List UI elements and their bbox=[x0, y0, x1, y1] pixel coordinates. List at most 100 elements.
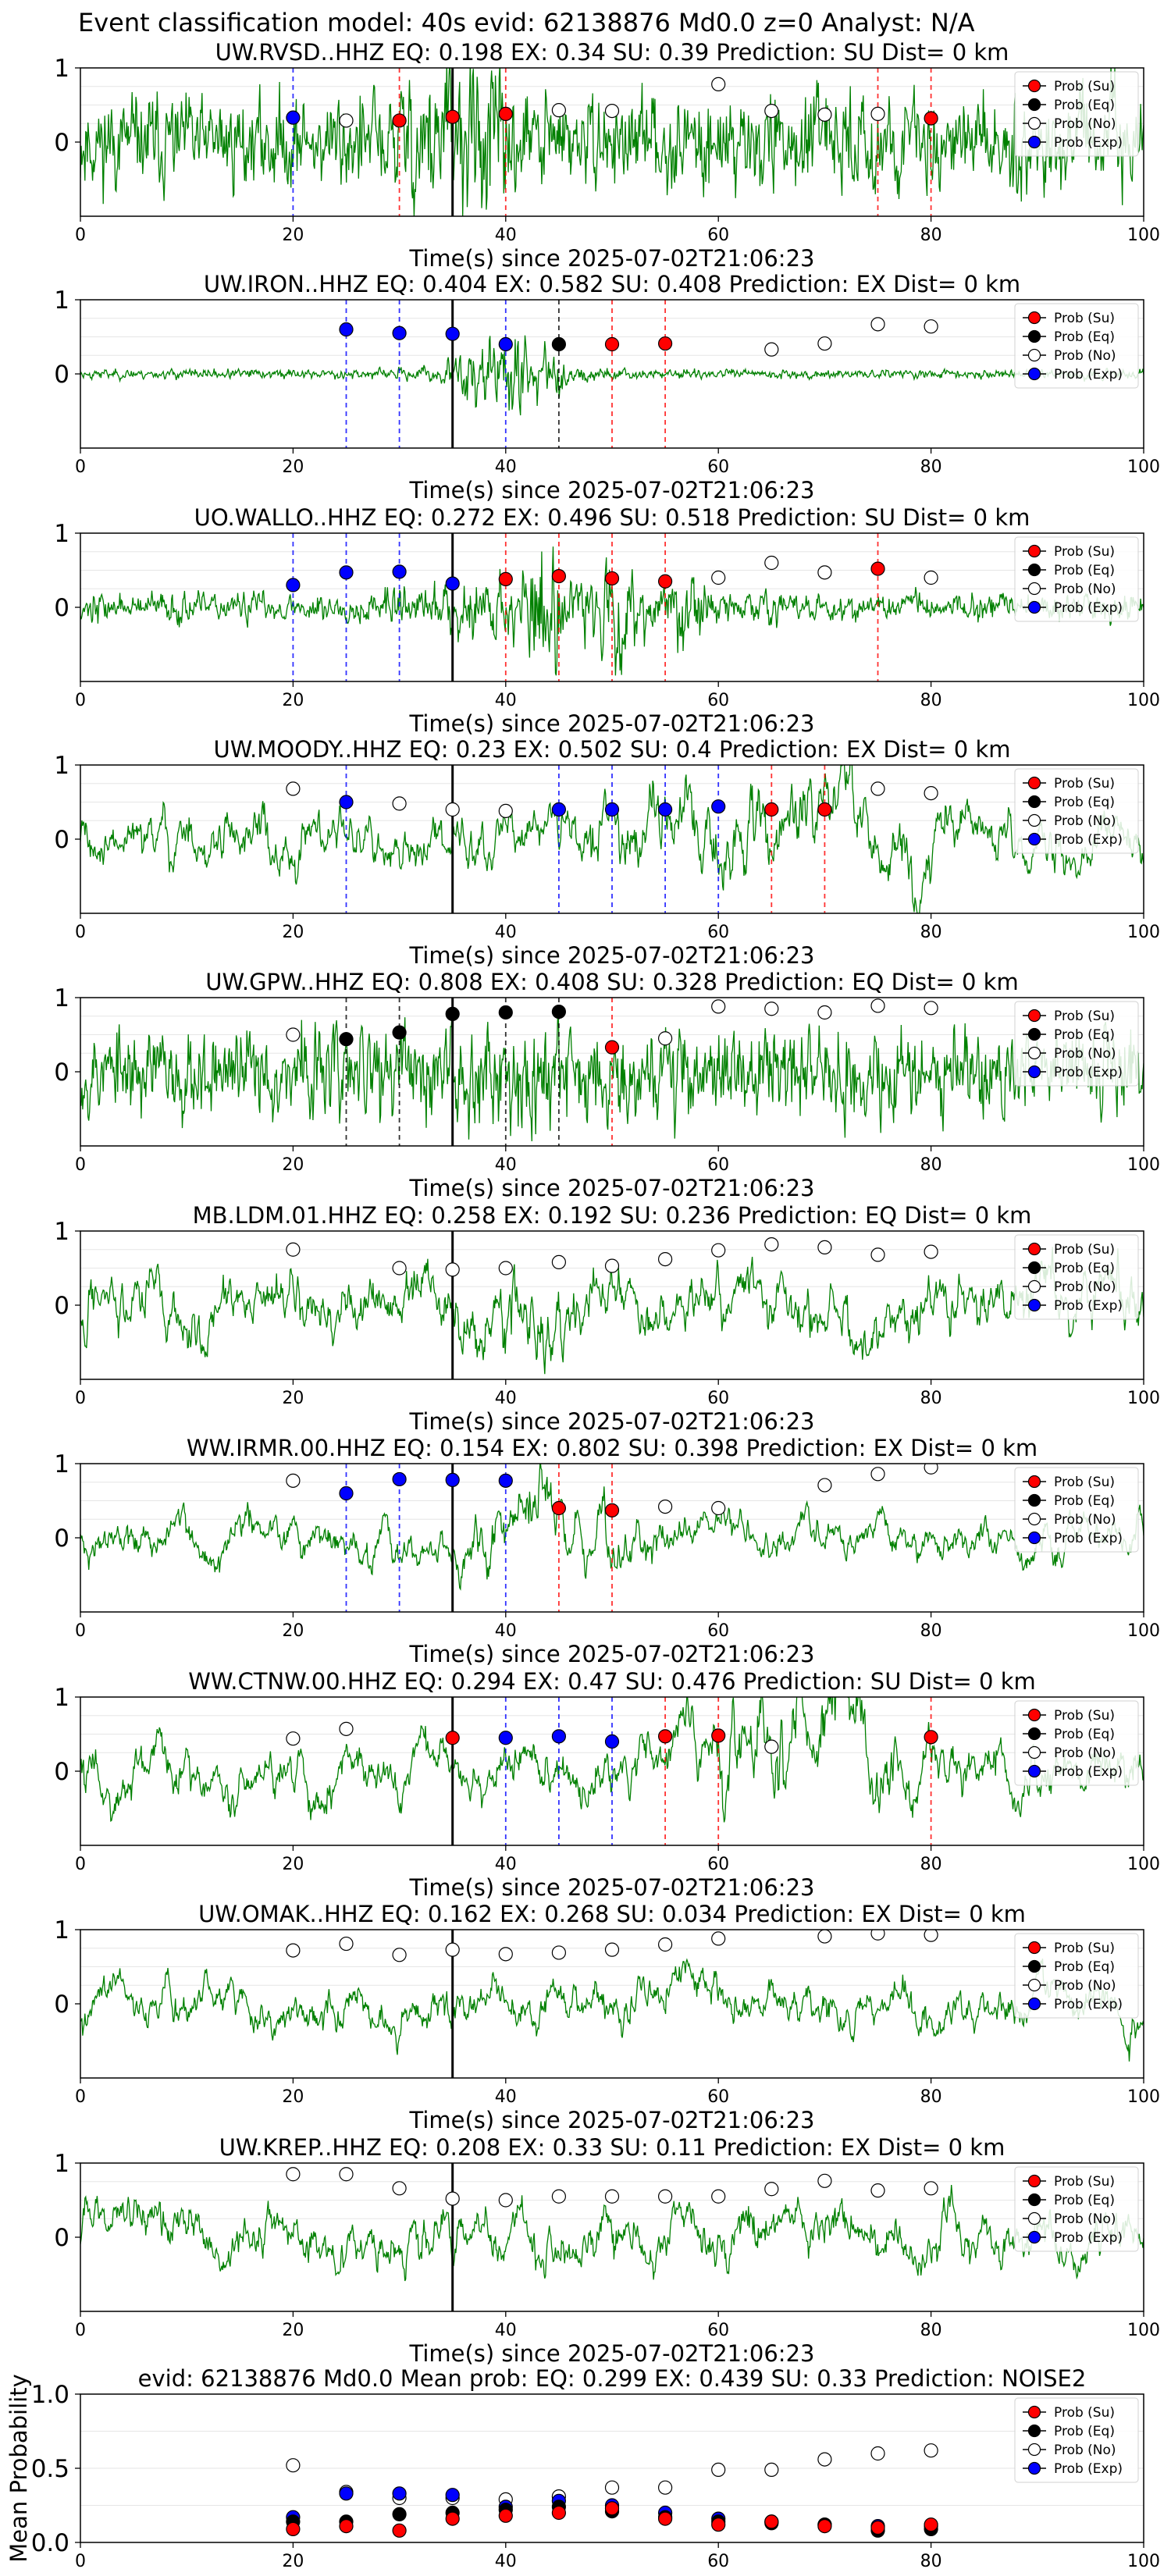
prob-point-no bbox=[817, 1240, 832, 1255]
panel-title: UW.OMAK..HHZ EQ: 0.162 EX: 0.268 SU: 0.0… bbox=[198, 1901, 1026, 1927]
legend-label: Prob (Eq) bbox=[1054, 795, 1115, 810]
panel-1: UW.RVSD..HHZ EQ: 0.198 EX: 0.34 SU: 0.39… bbox=[54, 39, 1160, 272]
x-tick-label: 60 bbox=[707, 2552, 729, 2571]
prob-point-exp bbox=[392, 326, 407, 340]
prob-point-su bbox=[445, 109, 460, 124]
x-tick-label: 20 bbox=[282, 457, 304, 477]
legend-label: Prob (Exp) bbox=[1054, 367, 1123, 382]
prob-point-eq bbox=[445, 1006, 460, 1022]
prob-point-no bbox=[657, 1499, 673, 1514]
prob-point-no bbox=[870, 2183, 885, 2198]
legend-marker bbox=[1027, 1009, 1041, 1023]
prob-point-su bbox=[764, 802, 779, 817]
legend-marker bbox=[1027, 116, 1041, 130]
y-tick-label: 1 bbox=[54, 286, 69, 315]
legend-marker bbox=[1027, 367, 1041, 381]
prob-point-no bbox=[924, 1001, 938, 1016]
legend-marker bbox=[1027, 1531, 1041, 1545]
prob-point-exp bbox=[445, 1472, 460, 1488]
legend: Prob (Su) Prob (Eq) Prob (No) Prob (Exp) bbox=[1014, 1001, 1139, 1087]
prob-point-su bbox=[817, 802, 832, 817]
legend-marker bbox=[1027, 348, 1041, 362]
legend-marker bbox=[1027, 1242, 1041, 1256]
prob-point-su bbox=[924, 111, 938, 126]
legend: Prob (Su) Prob (Eq) Prob (No) Prob (Exp) bbox=[1014, 536, 1139, 622]
prob-point-su bbox=[604, 336, 620, 352]
prob-point-no bbox=[445, 1942, 460, 1957]
x-tick-label: 60 bbox=[707, 2087, 729, 2107]
legend-label: Prob (Su) bbox=[1054, 79, 1115, 94]
legend-label: Prob (Exp) bbox=[1054, 1065, 1123, 1080]
prob-point-su bbox=[657, 1729, 673, 1744]
legend: Prob (Su) Prob (Eq) Prob (No) Prob (Exp) bbox=[1014, 1467, 1139, 1553]
panel-title: UW.KREP..HHZ EQ: 0.208 EX: 0.33 SU: 0.11… bbox=[219, 2134, 1005, 2161]
x-tick-label: 0 bbox=[75, 1621, 86, 1641]
x-tick-label: 60 bbox=[707, 1155, 729, 1175]
legend-box bbox=[1014, 2397, 1139, 2483]
legend-box bbox=[1014, 71, 1139, 157]
plot-area bbox=[80, 998, 1144, 1146]
legend-marker bbox=[1027, 600, 1041, 614]
x-tick-label: 20 bbox=[282, 1621, 304, 1641]
x-tick-label: 20 bbox=[282, 2087, 304, 2107]
x-tick-label: 60 bbox=[707, 2321, 729, 2340]
y-tick-label: 0 bbox=[54, 2224, 69, 2252]
mean-point-su bbox=[604, 2501, 620, 2516]
x-tick-label: 60 bbox=[707, 691, 729, 710]
prob-point-su bbox=[498, 106, 513, 121]
legend-marker bbox=[1027, 1764, 1041, 1778]
legend-label: Prob (No) bbox=[1054, 1978, 1116, 1994]
x-tick-label: 0 bbox=[75, 923, 86, 942]
x-tick-label: 40 bbox=[495, 923, 517, 942]
prob-point-no bbox=[286, 781, 301, 796]
panel-4: UW.MOODY..HHZ EQ: 0.23 EX: 0.502 SU: 0.4… bbox=[54, 736, 1160, 969]
y-tick-label: 0 bbox=[54, 361, 69, 389]
panel-11: evid: 62138876 Md0.0 Mean prob: EQ: 0.29… bbox=[5, 2365, 1160, 2571]
legend-label: Prob (Su) bbox=[1054, 2174, 1115, 2190]
axes-frame bbox=[80, 764, 1144, 914]
legend-marker bbox=[1027, 1475, 1041, 1489]
prob-point-su bbox=[445, 1731, 460, 1745]
prob-point-no bbox=[924, 785, 938, 801]
prob-point-no bbox=[286, 1242, 301, 1257]
prob-point-su bbox=[604, 1503, 620, 1517]
x-tick-label: 100 bbox=[1127, 1621, 1160, 1641]
legend-label: Prob (Eq) bbox=[1054, 98, 1115, 113]
y-tick-label: 0 bbox=[54, 1991, 69, 2019]
x-tick-label: 20 bbox=[282, 2321, 304, 2340]
legend-marker bbox=[1027, 2443, 1041, 2457]
legend-label: Prob (Exp) bbox=[1054, 135, 1123, 151]
prob-point-no bbox=[817, 336, 832, 351]
prob-point-no bbox=[924, 1464, 938, 1475]
legend-label: Prob (Exp) bbox=[1054, 2230, 1123, 2246]
legend-marker bbox=[1027, 582, 1041, 596]
prob-point-no bbox=[445, 2191, 460, 2206]
prob-point-exp bbox=[604, 1734, 620, 1749]
legend-label: Prob (No) bbox=[1054, 813, 1116, 829]
legend-marker bbox=[1027, 2424, 1041, 2438]
panel-title: UW.GPW..HHZ EQ: 0.808 EX: 0.408 SU: 0.32… bbox=[205, 969, 1018, 995]
mean-point-su bbox=[339, 2519, 354, 2534]
prob-point-no bbox=[817, 107, 832, 122]
x-tick-label: 100 bbox=[1127, 923, 1160, 942]
prob-point-no bbox=[286, 1027, 301, 1042]
mean-point-exp bbox=[392, 2486, 407, 2501]
legend-marker bbox=[1027, 311, 1041, 325]
prob-point-no bbox=[924, 319, 938, 334]
legend-box bbox=[1014, 1234, 1139, 1320]
x-tick-label: 40 bbox=[495, 1389, 517, 1408]
prob-point-no bbox=[445, 1262, 460, 1277]
prob-point-su bbox=[924, 1730, 938, 1745]
x-tick-label: 80 bbox=[920, 226, 942, 245]
prob-point-eq bbox=[392, 1025, 407, 1040]
mean-point-eq bbox=[392, 2507, 407, 2521]
x-axis-label: Time(s) since 2025-07-02T21:06:23 bbox=[409, 1175, 815, 1201]
prob-point-no bbox=[817, 2173, 832, 2188]
mean-point-no bbox=[657, 2480, 673, 2495]
mean-point-no bbox=[711, 2462, 726, 2477]
plot-area bbox=[80, 1231, 1144, 1379]
panel-title: UO.WALLO..HHZ EQ: 0.272 EX: 0.496 SU: 0.… bbox=[194, 504, 1030, 531]
x-tick-label: 80 bbox=[920, 1621, 942, 1641]
x-tick-label: 100 bbox=[1127, 2552, 1160, 2571]
legend-marker bbox=[1027, 1512, 1041, 1526]
